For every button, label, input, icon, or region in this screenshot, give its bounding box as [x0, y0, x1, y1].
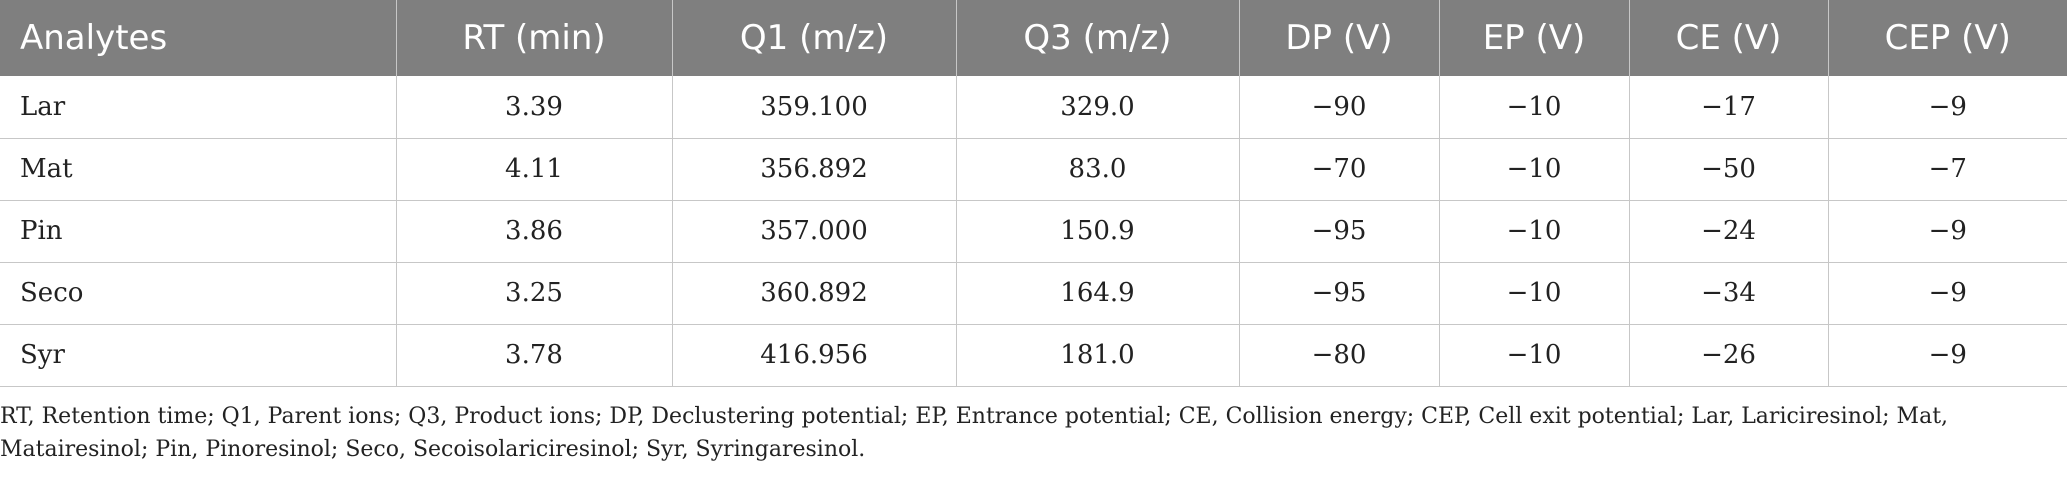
- cell-rt: 3.78: [395, 324, 672, 387]
- table-row: Mat 4.11 356.892 83.0 −70 −10 −50 −7: [0, 138, 2067, 201]
- cell-analyte: Seco: [0, 262, 396, 325]
- cell-dp: −95: [1238, 262, 1439, 325]
- cell-rt: 3.86: [395, 200, 672, 263]
- cell-q1: 360.892: [671, 262, 956, 325]
- header-rt: RT (min): [395, 0, 672, 76]
- cell-ep: −10: [1438, 138, 1629, 201]
- header-dp: DP (V): [1238, 0, 1439, 76]
- header-analytes: Analytes: [20, 18, 168, 58]
- table-row: Lar 3.39 359.100 329.0 −90 −10 −17 −9: [0, 76, 2067, 139]
- cell-ce: −17: [1628, 76, 1828, 139]
- cell-q3: 150.9: [955, 200, 1239, 263]
- header-q1: Q1 (m/z): [671, 0, 956, 76]
- header-ep: EP (V): [1438, 0, 1629, 76]
- cell-analyte: Pin: [0, 200, 396, 263]
- cell-cep: −9: [1827, 200, 2067, 263]
- cell-q1: 357.000: [671, 200, 956, 263]
- cell-analyte: Mat: [0, 138, 396, 201]
- cell-ep: −10: [1438, 262, 1629, 325]
- cell-ep: −10: [1438, 200, 1629, 263]
- cell-cep: −7: [1827, 138, 2067, 201]
- cell-q1: 416.956: [671, 324, 956, 387]
- cell-ce: −34: [1628, 262, 1828, 325]
- table-row: Seco 3.25 360.892 164.9 −95 −10 −34 −9: [0, 262, 2067, 325]
- table-row: Syr 3.78 416.956 181.0 −80 −10 −26 −9: [0, 324, 2067, 387]
- analyte-parameters-table: Analytes RT (min) Q1 (m/z) Q3 (m/z) DP (…: [0, 0, 2067, 387]
- cell-q3: 83.0: [955, 138, 1239, 201]
- cell-analyte: Lar: [0, 76, 396, 139]
- header-ce: CE (V): [1628, 0, 1828, 76]
- cell-q3: 181.0: [955, 324, 1239, 387]
- cell-rt: 3.39: [395, 76, 672, 139]
- cell-ce: −26: [1628, 324, 1828, 387]
- cell-analyte: Syr: [0, 324, 396, 387]
- cell-dp: −90: [1238, 76, 1439, 139]
- header-cep: CEP (V): [1827, 0, 2067, 76]
- cell-q3: 164.9: [955, 262, 1239, 325]
- cell-ce: −24: [1628, 200, 1828, 263]
- cell-cep: −9: [1827, 76, 2067, 139]
- cell-dp: −70: [1238, 138, 1439, 201]
- analyte-table-container: Analytes RT (min) Q1 (m/z) Q3 (m/z) DP (…: [0, 0, 2067, 387]
- cell-q1: 359.100: [671, 76, 956, 139]
- cell-q3: 329.0: [955, 76, 1239, 139]
- cell-rt: 3.25: [395, 262, 672, 325]
- table-header-row: Analytes RT (min) Q1 (m/z) Q3 (m/z) DP (…: [0, 0, 2067, 76]
- cell-dp: −95: [1238, 200, 1439, 263]
- cell-cep: −9: [1827, 262, 2067, 325]
- cell-cep: −9: [1827, 324, 2067, 387]
- cell-rt: 4.11: [395, 138, 672, 201]
- header-q3: Q3 (m/z): [955, 0, 1239, 76]
- cell-dp: −80: [1238, 324, 1439, 387]
- cell-ce: −50: [1628, 138, 1828, 201]
- table-footnote: RT, Retention time; Q1, Parent ions; Q3,…: [0, 404, 1949, 462]
- cell-ep: −10: [1438, 324, 1629, 387]
- cell-q1: 356.892: [671, 138, 956, 201]
- cell-ep: −10: [1438, 76, 1629, 139]
- table-row: Pin 3.86 357.000 150.9 −95 −10 −24 −9: [0, 200, 2067, 263]
